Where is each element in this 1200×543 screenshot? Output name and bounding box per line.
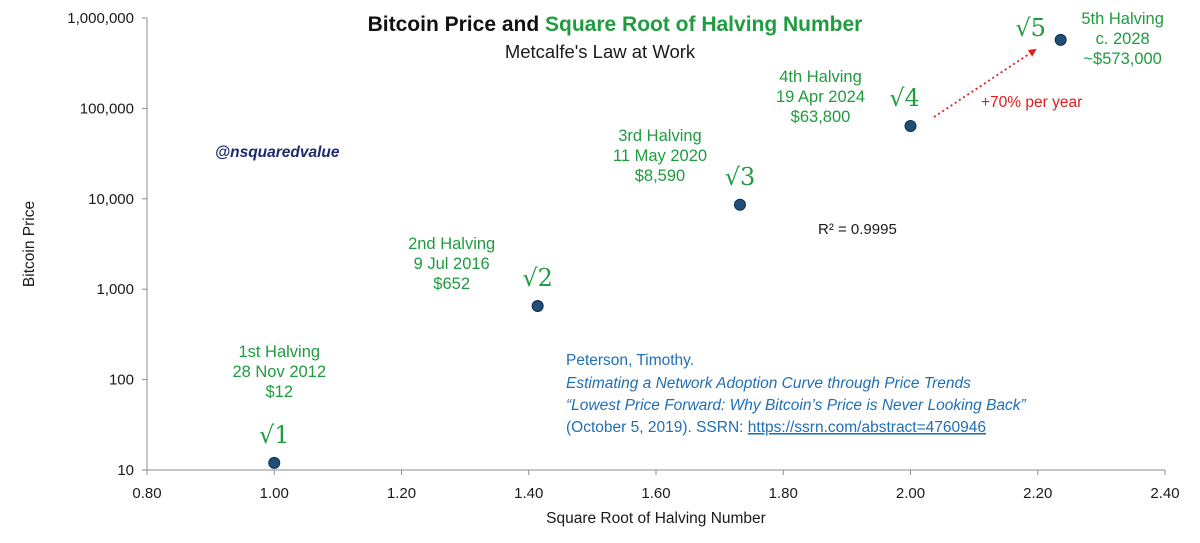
y-tick-label: 100,000	[80, 100, 134, 117]
root-label: √5	[1015, 14, 1046, 42]
data-point	[531, 299, 544, 312]
point-annotation-line: $12	[265, 383, 293, 401]
point-annotation-line: $652	[433, 275, 470, 293]
point-annotation-line: $8,590	[635, 167, 685, 185]
point-annotation-line: 19 Apr 2024	[776, 88, 865, 106]
y-tick-label: 100	[109, 372, 134, 389]
point-annotation-line: 2nd Halving	[408, 235, 495, 253]
root-label: √3	[725, 163, 756, 191]
x-axis-label: Square Root of Halving Number	[546, 510, 766, 527]
data-point	[904, 120, 917, 133]
x-tick-label: 1.20	[387, 485, 416, 502]
x-axis-ticks: 0.80 1.00 1.20 1.40 1.60 1.80 2.00 2.20 2.40	[132, 470, 1180, 502]
root-label: √1	[259, 421, 290, 449]
y-tick-label: 1,000	[96, 281, 134, 298]
growth-arrow	[933, 48, 1037, 118]
point-annotation-line: 9 Jul 2016	[414, 255, 490, 273]
x-tick-label: 1.80	[769, 485, 798, 502]
point-annotation-line: 11 May 2020	[613, 147, 707, 165]
point-labels: √1 1st Halving 28 Nov 2012 $12 √2 2nd Halving…	[232, 10, 1163, 449]
point-annotation-line: 5th Halving	[1081, 10, 1164, 28]
title-part1: Bitcoin Price and	[368, 13, 545, 36]
x-tick-label: 2.00	[896, 485, 925, 502]
y-axis-ticks: 10 100 1,000 10,000 100,000 1,000,000	[67, 10, 147, 479]
y-tick-label: 1,000,000	[67, 10, 134, 27]
citation-author: Peterson, Timothy.	[566, 352, 694, 369]
data-points	[268, 33, 1067, 469]
title-part2: Square Root of Halving Number	[545, 13, 862, 36]
point-annotation-line: 4th Halving	[779, 68, 862, 86]
x-tick-label: 2.20	[1023, 485, 1052, 502]
x-tick-label: 2.40	[1150, 485, 1179, 502]
point-annotation-line: $63,800	[791, 108, 851, 126]
data-point	[268, 456, 281, 469]
root-label: √2	[522, 264, 553, 292]
r-squared-label: R² = 0.9995	[818, 221, 897, 238]
data-point	[1054, 33, 1067, 46]
citation-paper: Estimating a Network Adoption Curve thro…	[566, 375, 971, 392]
x-tick-label: 0.80	[132, 485, 161, 502]
root-label: √4	[889, 84, 920, 112]
point-annotation-line: 3rd Halving	[618, 127, 701, 145]
y-tick-label: 10,000	[88, 191, 134, 208]
point-annotation-line: 28 Nov 2012	[232, 363, 326, 381]
citation-link[interactable]: https://ssrn.com/abstract=4760946	[748, 419, 986, 436]
x-tick-label: 1.60	[641, 485, 670, 502]
y-tick-label: 10	[117, 462, 134, 479]
citation-reference: (October 5, 2019). SSRN: https://ssrn.co…	[566, 419, 986, 436]
chart-title: Bitcoin Price and Square Root of Halving…	[368, 13, 863, 36]
x-tick-label: 1.00	[260, 485, 289, 502]
point-annotation-line: c. 2028	[1096, 30, 1150, 48]
data-point	[733, 198, 746, 211]
citation-date: (October 5, 2019). SSRN:	[566, 419, 748, 436]
citation: Peterson, Timothy. Estimating a Network …	[566, 352, 1027, 436]
point-annotation-line: 1st Halving	[238, 343, 320, 361]
growth-label: +70% per year	[981, 94, 1082, 111]
point-annotation-line: ~$573,000	[1083, 50, 1161, 68]
x-tick-label: 1.40	[514, 485, 543, 502]
y-axis-label: Bitcoin Price	[21, 201, 38, 287]
chart-subtitle: Metcalfe's Law at Work	[505, 41, 696, 62]
twitter-handle: @nsquaredvalue	[215, 144, 340, 161]
citation-quote: “Lowest Price Forward: Why Bitcoin’s Pri…	[566, 397, 1027, 414]
